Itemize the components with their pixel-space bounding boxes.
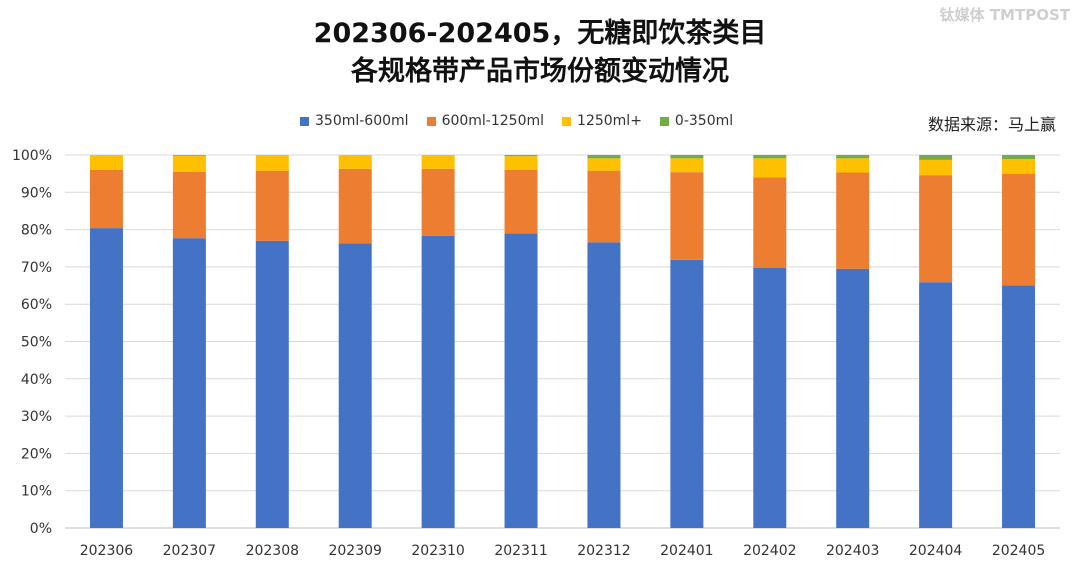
bar-segment: [504, 156, 538, 170]
y-tick-label: 40%: [21, 372, 52, 388]
bar-segment: [255, 240, 289, 529]
y-tick-label: 30%: [21, 409, 52, 425]
y-tick-label: 70%: [21, 260, 52, 276]
bar-segment: [338, 155, 372, 169]
bar-segment: [172, 155, 206, 172]
chart-title-line-1: 202306-202405，无糖即饮茶类目: [313, 18, 767, 49]
legend-swatch: [300, 116, 309, 126]
bar-segment: [1002, 155, 1036, 160]
legend-item: 600ml-1250ml: [426, 113, 545, 129]
y-tick-label: 90%: [21, 185, 52, 201]
y-tick-label: 50%: [21, 335, 52, 351]
legend-label: 350ml-600ml: [315, 113, 409, 129]
bar-segment: [89, 169, 123, 229]
legend-item: 0-350ml: [659, 113, 734, 129]
x-tick-label: 202401: [660, 543, 713, 559]
bar-segment: [504, 169, 538, 234]
y-tick-label: 60%: [21, 297, 52, 313]
bar-segment: [753, 267, 787, 528]
bar-segment: [919, 159, 953, 176]
x-tick-label: 202306: [80, 543, 134, 559]
bar-segment: [919, 282, 953, 528]
x-tick-label: 202311: [494, 543, 547, 559]
x-tick-label: 202307: [163, 543, 216, 559]
bar-segment: [172, 155, 206, 156]
bar-segment: [172, 171, 206, 239]
legend-label: 1250ml+: [577, 113, 642, 129]
bar-segment: [255, 155, 289, 171]
bar-segment: [89, 228, 123, 528]
chart-title-line-2: 各规格带产品市场份额变动情况: [351, 56, 729, 87]
bar-segment: [338, 168, 372, 244]
x-tick-label: 202310: [411, 543, 464, 559]
bar-segment: [670, 158, 704, 173]
bar-segment: [421, 168, 455, 236]
x-tick-label: 202405: [992, 543, 1045, 559]
x-tick-label: 202308: [246, 543, 299, 559]
bar-segment: [836, 158, 870, 173]
y-tick-label: 10%: [21, 484, 52, 500]
x-tick-label: 202404: [909, 543, 963, 559]
watermark-logo: 钛媒体 TMTPOST: [939, 6, 1070, 24]
bar-segment: [1002, 285, 1036, 528]
x-tick-label: 202402: [743, 543, 796, 559]
legend-item: 350ml-600ml: [300, 113, 409, 129]
legend: 350ml-600ml 600ml-1250ml 1250ml+ 0-350ml: [300, 113, 733, 129]
bar-segment: [255, 170, 289, 241]
y-tick-label: 0%: [30, 521, 52, 537]
bar-segment: [421, 155, 455, 169]
x-tick-label: 202312: [577, 543, 630, 559]
legend-swatch: [659, 116, 669, 126]
bar-segment: [670, 155, 704, 159]
legend-swatch: [562, 116, 572, 126]
y-tick-label: 80%: [21, 223, 52, 239]
bar-segment: [172, 238, 206, 528]
data-source: 数据来源：马上赢: [927, 115, 1056, 134]
bar-segment: [670, 172, 704, 260]
bar-segment: [587, 242, 621, 529]
bar-segment: [587, 170, 621, 243]
bar-segment: [504, 155, 538, 157]
bar-segment: [89, 155, 123, 170]
bar-segment: [836, 268, 870, 528]
bar-segment: [836, 155, 870, 159]
x-tick-label: 202403: [826, 543, 879, 559]
bar-segment: [836, 172, 870, 269]
bar-segment: [587, 158, 621, 171]
legend-label: 600ml-1250ml: [441, 113, 545, 129]
bar-segment: [753, 177, 787, 268]
y-tick-label: 20%: [21, 446, 52, 462]
bar-segment: [670, 259, 704, 528]
x-tick-label: 202309: [328, 543, 381, 559]
legend-label: 0-350ml: [674, 113, 734, 129]
legend-item: 1250ml+: [562, 113, 642, 129]
legend-swatch: [426, 116, 436, 126]
bar-segment: [338, 243, 372, 528]
bar-segment: [919, 155, 953, 160]
bar-segment: [1002, 159, 1036, 174]
bar-segment: [919, 175, 953, 283]
bar-segment: [1002, 173, 1036, 286]
y-tick-label: 100%: [12, 148, 52, 164]
bar-segment: [753, 158, 787, 178]
bar-segment: [421, 235, 455, 529]
bar-segment: [504, 233, 538, 528]
bar-segment: [753, 155, 787, 159]
bar-segment: [587, 155, 621, 159]
